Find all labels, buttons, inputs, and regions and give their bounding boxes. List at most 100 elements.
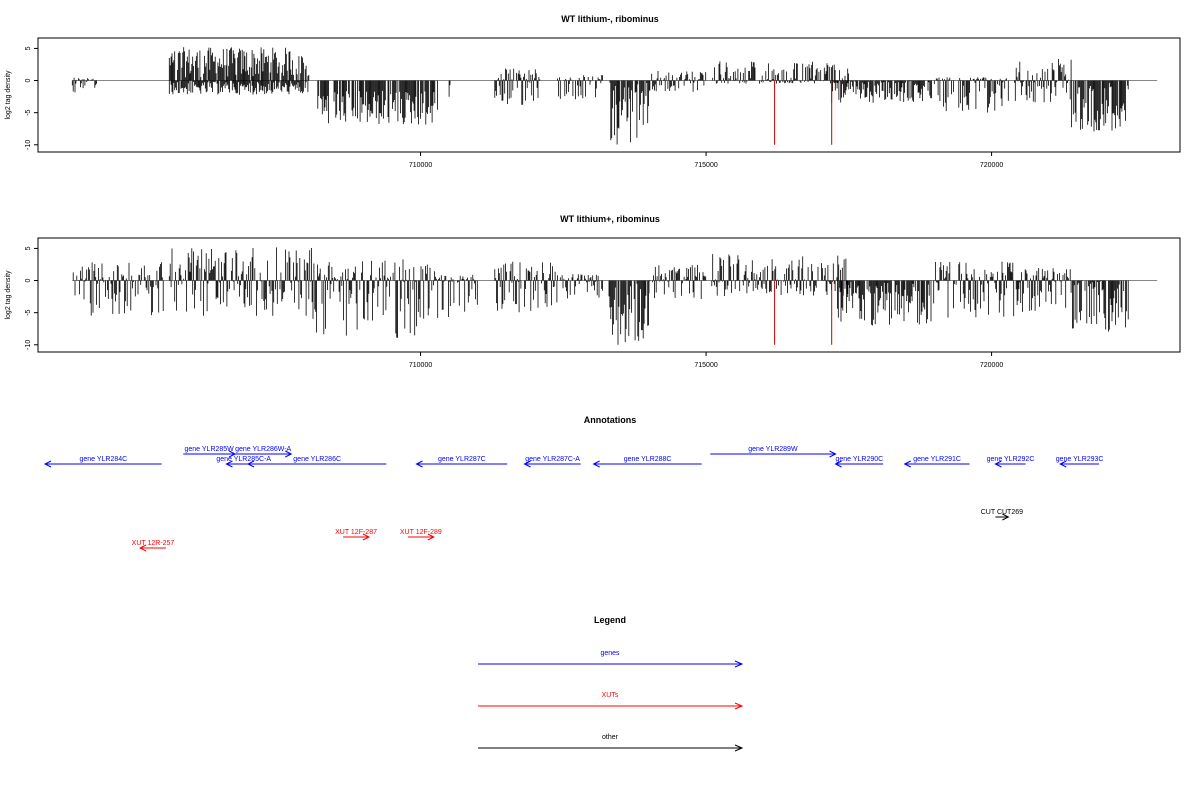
x-tick-label: 715000 [694, 362, 717, 369]
y-tick-label: 0 [25, 278, 32, 282]
legend-label: XUTs [602, 692, 619, 699]
density-segment [609, 80, 649, 145]
plot-frame [37, 37, 1181, 153]
density-segment [71, 77, 97, 93]
panel-title: WT lithium-, ribominus [561, 14, 659, 24]
density-segment [648, 264, 707, 299]
legend-entry: XUTs [478, 692, 744, 710]
feature-label: gene YLR286C [293, 456, 341, 463]
feature-label: gene YLR291C [913, 456, 961, 463]
feature-arrow-head [285, 450, 293, 458]
feature-arrow-head [362, 533, 371, 541]
feature-label: gene YLR285W [185, 446, 235, 453]
legend-title: Legend [594, 615, 626, 625]
feature-gene: gene YLR285C-A [216, 456, 271, 468]
feature-gene: gene YLR292C [987, 456, 1035, 468]
density-segment [608, 280, 649, 345]
density-segment [557, 274, 603, 299]
legend-arrow-head [734, 702, 744, 710]
density-panel-lithium-minus: WT lithium-, ribominus log2 tag density … [5, 14, 1181, 169]
x-axis-ticks: 710000 715000 720000 [409, 152, 1003, 169]
density-segment [1071, 80, 1129, 132]
density-segment [1015, 268, 1072, 312]
feature-xut: XUT 12R-257 [132, 540, 175, 552]
feature-xut: XUT 12F-287 [335, 529, 377, 541]
density-segment [494, 68, 541, 105]
feature-arrow-head [1002, 513, 1010, 521]
y-tick-label: -10 [25, 340, 32, 350]
y-axis-label: log2 tag density [5, 270, 12, 320]
feature-label: gene YLR290C [835, 456, 883, 463]
feature-arrow-head [427, 533, 435, 541]
feature-arrow-head [246, 460, 255, 468]
x-tick-label: 715000 [694, 162, 717, 169]
density-bars [72, 247, 1158, 345]
feature-label: gene YLR287C [438, 456, 486, 463]
density-bars [71, 47, 1158, 145]
feature-gene: gene YLR286C [246, 456, 387, 468]
feature-arrow-head [415, 460, 423, 468]
feature-label: gene YLR293C [1056, 456, 1104, 463]
feature-label: gene YLR288C [624, 456, 672, 463]
feature-arrow-head [43, 460, 52, 468]
legend-arrow-head [734, 660, 744, 668]
legend-label: genes [600, 650, 620, 657]
x-tick-label: 720000 [980, 162, 1003, 169]
feature-arrow-head [523, 460, 531, 468]
feature-label: gene YLR284C [79, 456, 127, 463]
density-segment [711, 254, 849, 296]
feature-label: gene YLR286W-A [235, 446, 291, 453]
feature-gene: gene YLR287C [415, 456, 508, 468]
legend-entry: genes [478, 650, 744, 668]
feature-arrow-head [1059, 460, 1067, 468]
y-tick-label: 5 [25, 46, 32, 50]
density-segment [168, 47, 310, 81]
density-panel-lithium-plus: WT lithium+, ribominus log2 tag density … [5, 214, 1181, 369]
x-tick-label: 710000 [409, 162, 432, 169]
feature-gene: gene YLR284C [43, 456, 162, 468]
feature-gene: gene YLR291C [903, 456, 970, 468]
density-segment [168, 80, 309, 95]
y-axis-ticks: -10 -5 0 5 [25, 46, 38, 150]
x-tick-label: 720000 [980, 362, 1003, 369]
density-segment [831, 80, 935, 103]
plot-frame [37, 237, 1181, 353]
feature-label: XUT 12R-257 [132, 540, 175, 547]
feature-gene: gene YLR289W [710, 446, 837, 458]
x-axis-ticks: 710000 715000 720000 [409, 352, 1003, 369]
density-segment [648, 71, 707, 92]
feature-label: gene YLR285C-A [216, 456, 271, 463]
legend-entry: other [478, 734, 744, 752]
feature-label: XUT 12F-287 [335, 529, 377, 536]
y-tick-label: -10 [25, 140, 32, 150]
density-segment [934, 261, 1015, 318]
y-tick-label: -5 [25, 309, 32, 315]
feature-gene: gene YLR288C [592, 456, 702, 468]
density-segment [317, 80, 438, 125]
legend: Legend genes XUTs other [478, 615, 744, 752]
density-segment [494, 261, 558, 313]
feature-arrow-head [994, 460, 1002, 468]
density-segment [168, 247, 312, 316]
feature-gene: gene YLR293C [1056, 456, 1104, 468]
density-segment [437, 274, 478, 318]
feature-label: gene YLR289W [748, 446, 798, 453]
legend-label: other [602, 734, 619, 741]
feature-gene: gene YLR286W-A [235, 446, 293, 458]
feature-arrow-head [592, 460, 600, 468]
density-segment [712, 61, 849, 84]
feature-arrow-head [834, 460, 842, 468]
y-tick-label: 0 [25, 78, 32, 82]
feature-label: gene YLR292C [987, 456, 1035, 463]
density-segment [935, 77, 1009, 113]
legend-arrow-head [734, 744, 744, 752]
feature-arrow-head [903, 460, 911, 468]
y-axis-ticks: -10 -5 0 5 [25, 246, 38, 350]
feature-gene: gene YLR287C-A [523, 456, 581, 468]
panel-title: WT lithium+, ribominus [560, 214, 660, 224]
density-segment [1072, 280, 1129, 332]
y-tick-label: 5 [25, 246, 32, 250]
feature-xut: XUT 12F-289 [400, 529, 442, 541]
